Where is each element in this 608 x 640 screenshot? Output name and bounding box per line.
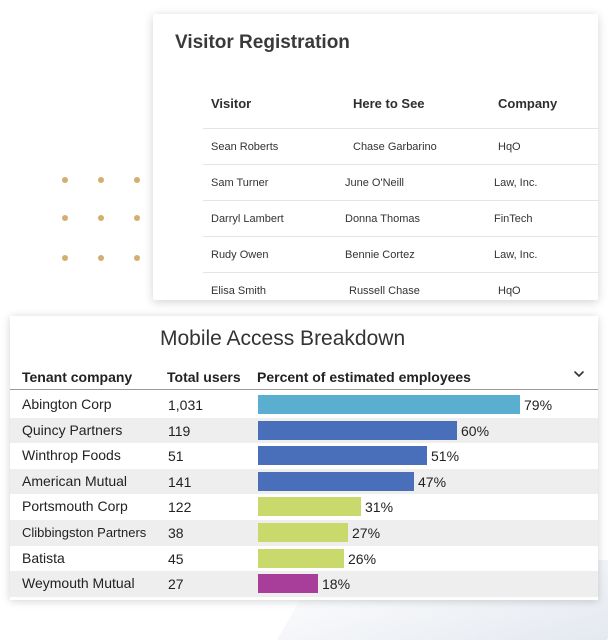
access-table-header: Tenant company Total users Percent of es… — [10, 363, 598, 390]
column-header-total-users[interactable]: Total users — [167, 369, 241, 385]
percent-bar — [258, 471, 414, 491]
visitor-table-header: Visitor Here to See Company — [203, 82, 598, 129]
column-header-company[interactable]: Company — [498, 96, 558, 111]
visitor-row[interactable]: Sam Turner June O'Neill Law, Inc. — [203, 165, 598, 201]
decorative-dot — [134, 177, 140, 183]
visitor-name: Sean Roberts — [211, 140, 279, 153]
tenant-company-name: Weymouth Mutual — [22, 575, 135, 592]
host-name: Russell Chase — [349, 284, 420, 297]
access-row[interactable]: Abington Corp 1,031 79% — [10, 392, 598, 418]
percent-label: 27% — [352, 524, 381, 541]
access-row[interactable]: Weymouth Mutual 27 18% — [10, 571, 598, 597]
tenant-company-name: Portsmouth Corp — [22, 498, 128, 515]
percent-bar — [258, 522, 348, 542]
percent-bar — [258, 420, 457, 440]
visitor-row[interactable]: Rudy Owen Bennie Cortez Law, Inc. — [203, 237, 598, 273]
decorative-dot — [134, 255, 140, 261]
host-name: June O'Neill — [345, 176, 404, 189]
total-users-value: 122 — [168, 499, 192, 516]
host-name: Donna Thomas — [345, 212, 421, 225]
access-row[interactable]: American Mutual 141 47% — [10, 468, 598, 495]
visitor-name: Darryl Lambert — [211, 212, 284, 225]
decorative-dot — [62, 255, 68, 261]
visitor-company: HqO — [498, 284, 521, 297]
decorative-dot — [62, 177, 68, 183]
column-header-percent-employees[interactable]: Percent of estimated employees — [257, 369, 471, 385]
chevron-down-icon[interactable] — [572, 367, 586, 381]
host-name: Bennie Cortez — [345, 248, 415, 261]
access-row[interactable]: Winthrop Foods 51 51% — [10, 443, 598, 469]
tenant-company-name: Abington Corp — [22, 396, 112, 412]
visitor-table: Visitor Here to See Company Sean Roberts… — [203, 82, 598, 300]
percent-label: 79% — [524, 397, 553, 413]
percent-label: 31% — [365, 499, 394, 516]
total-users-value: 119 — [168, 422, 191, 439]
total-users-value: 38 — [168, 524, 184, 541]
mobile-access-card: Mobile Access Breakdown Tenant company T… — [10, 316, 598, 600]
tenant-company-name: Clibbingston Partners — [22, 524, 147, 540]
access-row[interactable]: Batista 45 26% — [10, 546, 598, 572]
percent-label: 47% — [418, 473, 447, 490]
total-users-value: 45 — [168, 550, 184, 567]
visitor-row[interactable]: Darryl Lambert Donna Thomas FinTech — [203, 201, 598, 237]
total-users-value: 27 — [168, 576, 184, 593]
decorative-dot — [98, 177, 104, 183]
access-table-body: Abington Corp 1,031 79% Quincy Partners 119 6… — [10, 392, 598, 597]
visitor-company: HqO — [498, 140, 521, 153]
percent-label: 51% — [431, 448, 460, 465]
total-users-value: 1,031 — [168, 397, 204, 413]
total-users-value: 51 — [168, 448, 184, 465]
access-row[interactable]: Clibbingston Partners 38 27% — [10, 519, 598, 546]
visitor-name: Sam Turner — [211, 176, 269, 189]
total-users-value: 141 — [168, 473, 192, 490]
visitor-row[interactable]: Elisa Smith Russell Chase HqO — [203, 273, 598, 300]
tenant-company-name: Batista — [22, 549, 65, 566]
tenant-company-name: Winthrop Foods — [22, 447, 121, 464]
percent-label: 60% — [461, 422, 490, 439]
visitor-company: Law, Inc. — [494, 248, 538, 261]
visitor-company: Law, Inc. — [494, 176, 538, 189]
visitor-registration-card: Visitor Registration Visitor Here to See… — [153, 14, 598, 300]
decorative-dot — [98, 255, 104, 261]
decorative-dot — [62, 215, 68, 221]
mobile-access-title: Mobile Access Breakdown — [160, 327, 406, 350]
visitor-name: Elisa Smith — [211, 284, 267, 297]
decorative-dot — [134, 215, 140, 221]
visitor-company: FinTech — [494, 212, 533, 225]
percent-label: 26% — [348, 550, 377, 567]
percent-bar — [258, 395, 520, 414]
percent-bar — [258, 497, 361, 517]
decorative-dot — [98, 215, 104, 221]
tenant-company-name: American Mutual — [22, 472, 128, 489]
percent-label: 18% — [322, 576, 351, 593]
visitor-row[interactable]: Sean Roberts Chase Garbarino HqO — [203, 129, 598, 165]
access-row[interactable]: Portsmouth Corp 122 31% — [10, 494, 598, 520]
column-header-visitor[interactable]: Visitor — [211, 96, 252, 111]
visitor-table-body: Sean Roberts Chase Garbarino HqO Sam Turner… — [203, 129, 598, 300]
visitor-registration-title: Visitor Registration — [175, 32, 350, 53]
percent-bar — [258, 548, 344, 568]
column-header-tenant-company[interactable]: Tenant company — [22, 369, 133, 385]
visitor-name: Rudy Owen — [211, 248, 269, 261]
tenant-company-name: Quincy Partners — [22, 421, 123, 438]
percent-bar — [258, 574, 318, 594]
host-name: Chase Garbarino — [353, 140, 437, 153]
percent-bar — [258, 446, 427, 466]
column-header-here-to-see[interactable]: Here to See — [353, 96, 425, 111]
access-row[interactable]: Quincy Partners 119 60% — [10, 417, 598, 444]
